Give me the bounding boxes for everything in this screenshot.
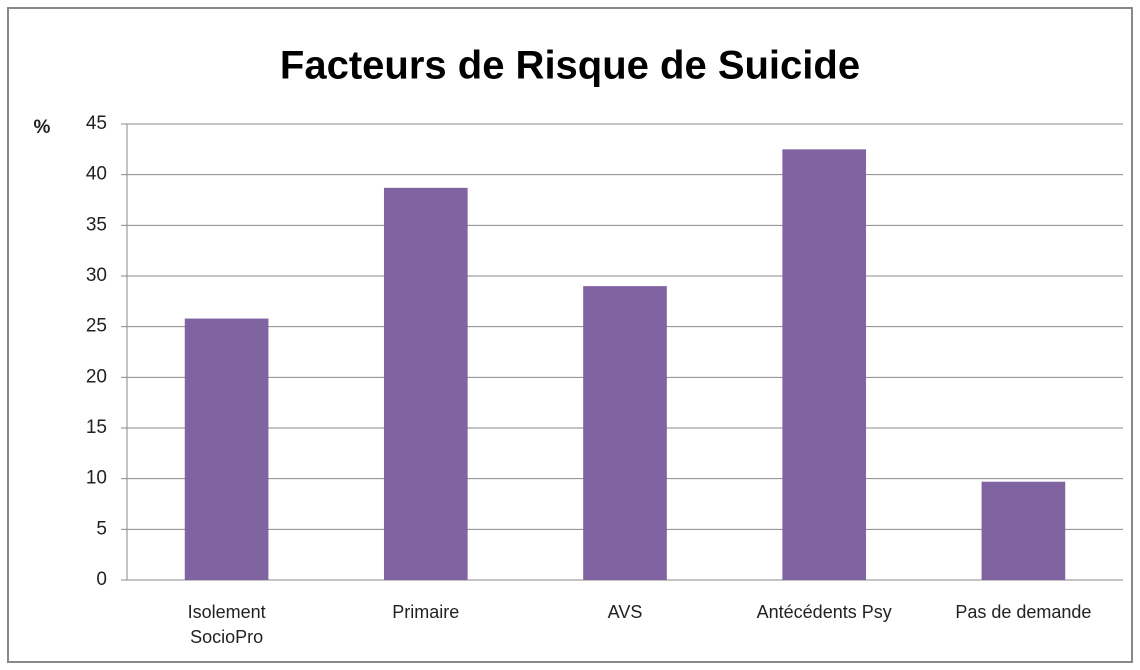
y-tick-label: 35 — [86, 214, 107, 235]
bar — [383, 187, 468, 580]
x-tick-label: Pas de demande — [955, 602, 1092, 622]
x-tick-label: Primaire — [392, 602, 460, 622]
bar — [981, 481, 1066, 580]
y-tick-label: 40 — [86, 164, 107, 185]
y-tick-label: 20 — [86, 366, 107, 387]
bar — [782, 149, 867, 581]
y-tick-label: 45 — [86, 113, 107, 134]
y-tick-label: 0 — [96, 569, 107, 590]
x-tick-label: AVS — [607, 602, 643, 622]
chart-border — [7, 7, 1133, 663]
y-tick-label: 15 — [86, 417, 107, 438]
y-tick-label: 25 — [86, 316, 107, 337]
y-tick-label: 10 — [86, 468, 107, 489]
y-tick-label: 5 — [96, 518, 107, 539]
bar — [184, 318, 269, 580]
x-tick-label: Antécédents Psy — [756, 602, 892, 622]
y-tick-label: 30 — [86, 265, 107, 286]
bar — [583, 286, 667, 580]
chart-title: Facteurs de Risque de Suicide — [280, 44, 860, 88]
x-tick-label: Isolement SocioPro — [187, 602, 266, 647]
y-axis-label: % — [34, 117, 51, 138]
